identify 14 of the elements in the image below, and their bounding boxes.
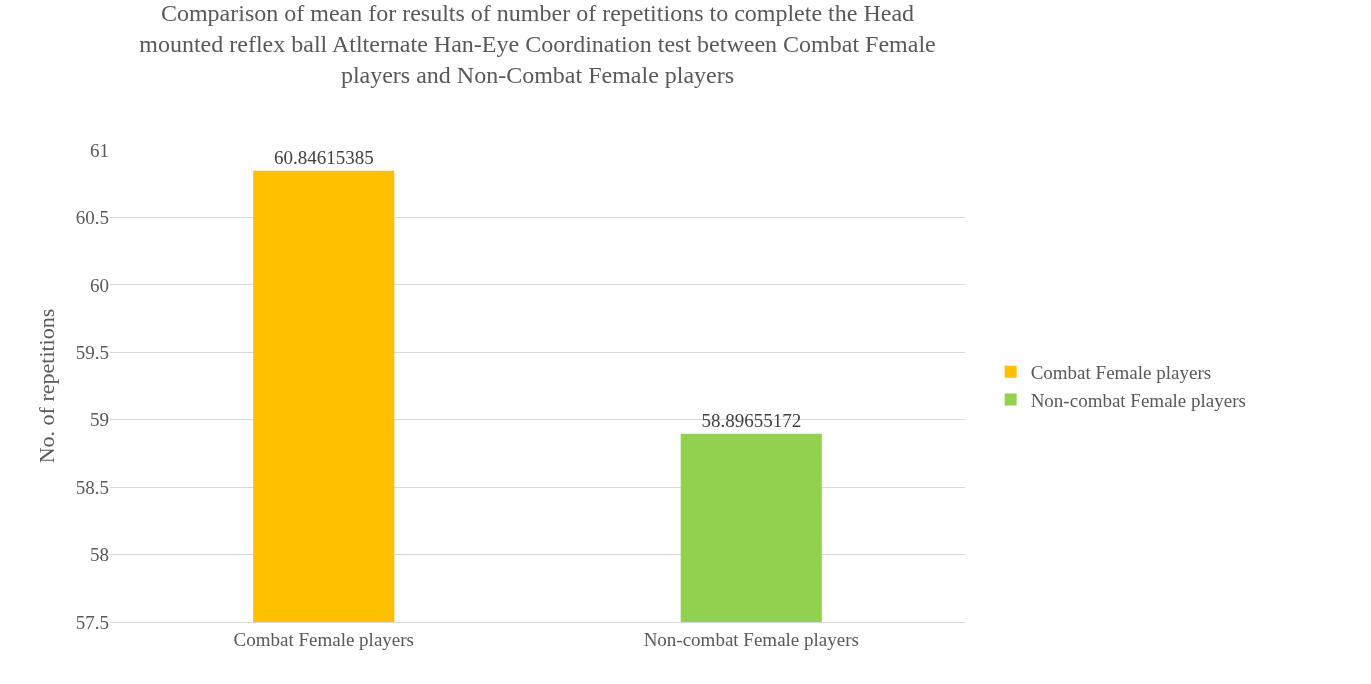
- legend-label: Combat Female players: [1030, 362, 1212, 384]
- y-tick-label: 59.5: [75, 341, 109, 363]
- y-axis-title: No. of repetitions: [33, 308, 59, 464]
- y-tick-label: 60.5: [75, 207, 109, 229]
- y-tick-label: 58: [90, 544, 109, 566]
- y-tick-label: 60: [90, 274, 109, 296]
- y-tick-label: 58.5: [75, 476, 109, 498]
- y-tick-label: 59: [90, 409, 109, 431]
- y-tick-label: 61: [90, 139, 109, 161]
- chart-title: Comparison of mean for results of number of repetitions to complete the Head mounted reflex ball Atlternate Han-Eye Coordination test between Combat Female players and Non-Combat Female players: [139, 0, 936, 88]
- legend-label: Non-combat Female players: [1030, 389, 1246, 411]
- data-label: 60.84615385: [273, 146, 374, 168]
- data-label: 58.89655172: [701, 409, 802, 431]
- y-tick-label: 57.5: [75, 611, 109, 633]
